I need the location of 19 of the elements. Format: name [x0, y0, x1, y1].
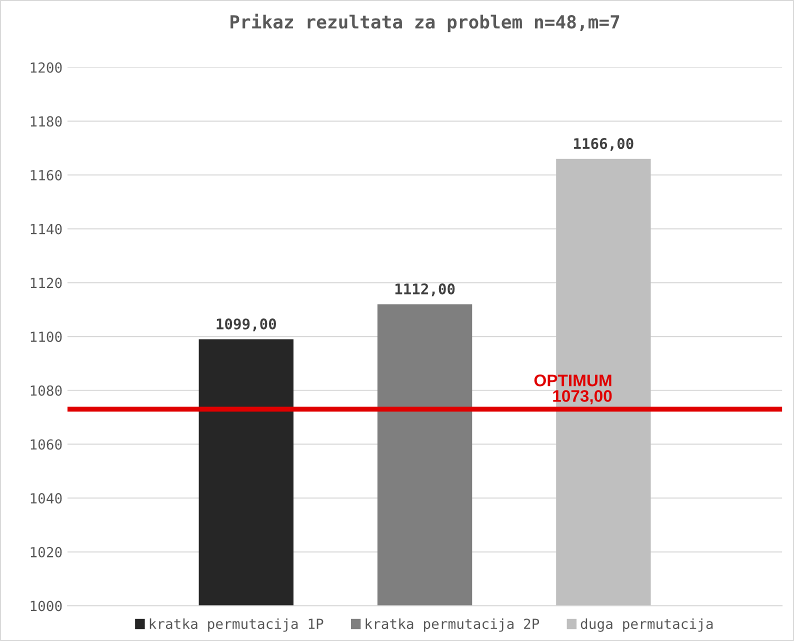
data-label: 1166,00: [574, 138, 634, 151]
y-tick-label: 1200: [30, 62, 62, 73]
data-label: 1112,00: [395, 283, 455, 296]
y-tick-label: 1000: [30, 600, 62, 612]
y-tick-label: 1080: [30, 385, 62, 396]
y-tick-label: 1040: [30, 493, 62, 504]
y-tick-label: 1140: [30, 224, 62, 234]
legend-label: duga permutacija: [580, 618, 713, 632]
data-label: 1099,00: [216, 318, 276, 332]
chart-title: Prikaz rezultata za problem n=48,m=7: [230, 14, 620, 32]
ref-line-label: OPTIMUM 1073,00: [534, 374, 612, 404]
legend-label: kratka permutacija 1P: [150, 618, 324, 632]
y-tick-label: 1180: [30, 116, 62, 127]
legend-label: kratka permutacija 2P: [366, 618, 540, 632]
y-tick-label: 1020: [30, 546, 62, 558]
y-tick-label: 1120: [30, 278, 62, 288]
y-tick-label: 1100: [30, 332, 62, 342]
y-tick-label: 1160: [30, 170, 62, 181]
y-tick-label: 1060: [30, 439, 62, 450]
